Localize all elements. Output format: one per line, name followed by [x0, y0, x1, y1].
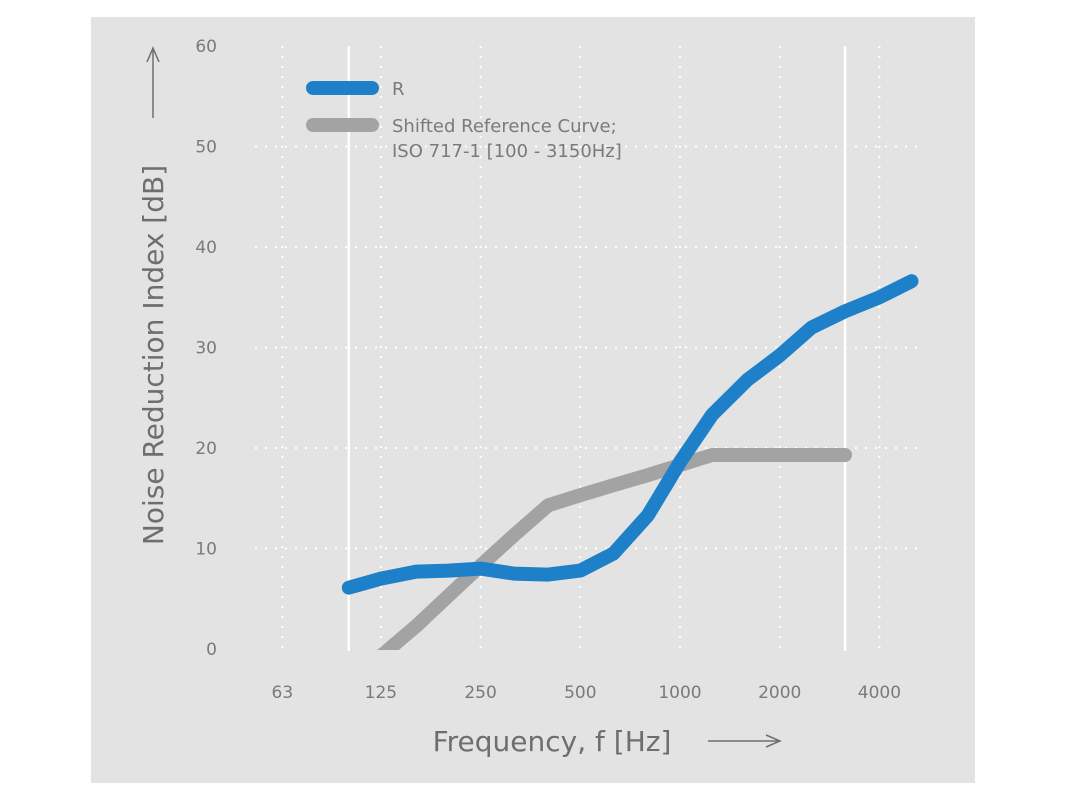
- reference-lines: [347, 46, 847, 651]
- y-tick-label: 50: [195, 138, 217, 158]
- tick-labels: 0 10 20 30 40 50 60 63 125 250 500 1000 2000 4000: [195, 37, 901, 703]
- x-axis-label: Frequency, f [Hz]: [433, 725, 672, 758]
- y-tick-label: 0: [206, 640, 217, 660]
- x-tick-label: 2000: [758, 683, 801, 703]
- x-tick-label: 4000: [858, 683, 901, 703]
- y-tick-label: 20: [195, 439, 217, 459]
- series-line-reference: [377, 448, 852, 650]
- y-tick-label: 10: [195, 540, 217, 560]
- x-tick-label: 250: [464, 683, 496, 703]
- y-tick-label: 40: [195, 238, 217, 258]
- x-tick-label: 1000: [658, 683, 701, 703]
- x-tick-label: 500: [564, 683, 596, 703]
- y-tick-label: 60: [195, 37, 217, 57]
- series-lines: [341, 274, 919, 650]
- legend-label-reference-line2: ISO 717-1 [100 - 3150Hz]: [392, 141, 622, 162]
- y-axis-label: Noise Reduction Index [dB]: [137, 165, 170, 545]
- legend-label-r: R: [392, 79, 405, 100]
- legend-label-reference: Shifted Reference Curve;: [392, 116, 617, 137]
- x-tick-label: 63: [272, 683, 294, 703]
- x-axis-arrow: [708, 734, 782, 748]
- legend: R Shifted Reference Curve; ISO 717-1 [10…: [306, 79, 622, 162]
- series-line-r: [341, 274, 919, 595]
- x-tick-label: 125: [365, 683, 397, 703]
- y-axis-arrow: [146, 46, 160, 118]
- y-tick-label: 30: [195, 339, 217, 359]
- plot-background: [91, 17, 975, 783]
